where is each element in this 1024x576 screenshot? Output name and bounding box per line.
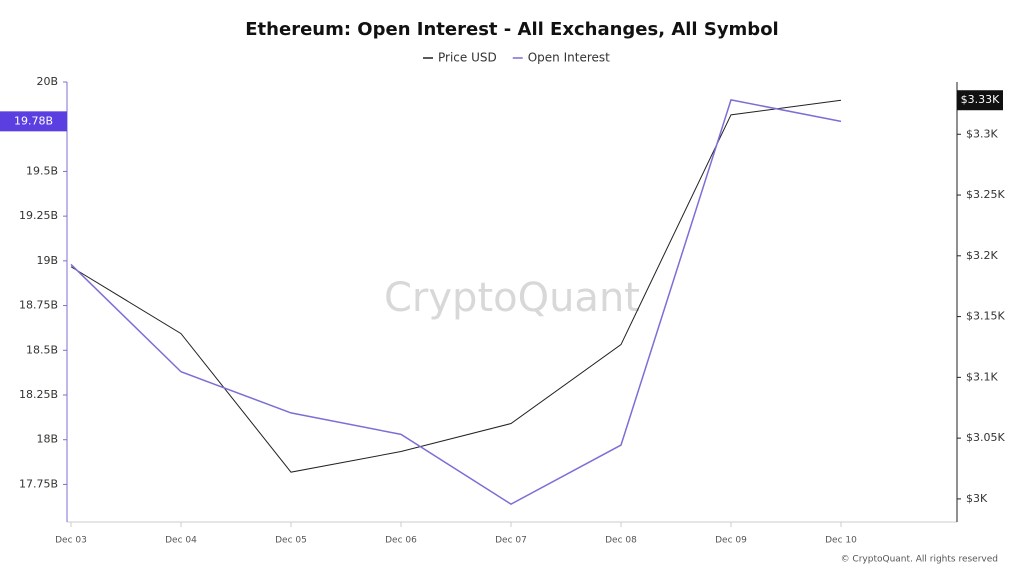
y2-tick-label: $3.2K xyxy=(966,249,998,262)
watermark: CryptoQuant xyxy=(384,275,640,321)
footer: © CryptoQuant. All rights reserved xyxy=(841,555,998,565)
x-tick-label: Dec 10 xyxy=(825,536,857,546)
x-tick-label: Dec 09 xyxy=(715,536,747,546)
x-tick-label: Dec 08 xyxy=(605,536,637,546)
y-tick-label: 20B xyxy=(36,75,58,88)
current-value-box xyxy=(0,111,67,132)
y-tick-label: 18.5B xyxy=(26,343,58,356)
y2-tick-label: $3.1K xyxy=(966,370,998,383)
x-tick-label: Dec 07 xyxy=(495,536,527,546)
y2-tick-label: $3.15K xyxy=(966,310,1005,323)
current-value-label: 19.78B xyxy=(14,114,53,127)
y2-tick-label: $3.25K xyxy=(966,188,1005,201)
x-tick-label: Dec 03 xyxy=(55,536,87,546)
y-tick-label: 18.75B xyxy=(19,299,58,312)
y-tick-label: 17.75B xyxy=(19,477,58,490)
x-tick-label: Dec 06 xyxy=(385,536,417,546)
y-tick-label: 19B xyxy=(36,254,58,267)
legend-label: Price USD xyxy=(438,51,497,65)
y2-tick-label: $3K xyxy=(966,492,988,505)
y2-tick-label: $3.05K xyxy=(966,431,1005,444)
x-tick-label: Dec 04 xyxy=(165,536,197,546)
y-tick-label: 18.25B xyxy=(19,388,58,401)
y-tick-label: 19.25B xyxy=(19,209,58,222)
chart-title: Ethereum: Open Interest - All Exchanges,… xyxy=(245,19,778,40)
series-line xyxy=(70,99,842,505)
legend-label: Open Interest xyxy=(528,51,610,65)
current-value-label: $3.33K xyxy=(961,93,1000,106)
current-value-box xyxy=(957,90,1003,111)
y-tick-label: 19.5B xyxy=(26,164,58,177)
y2-tick-label: $3.3K xyxy=(966,127,998,140)
x-tick-label: Dec 05 xyxy=(275,536,307,546)
y-tick-label: 18B xyxy=(36,433,58,446)
series-line xyxy=(70,99,842,473)
